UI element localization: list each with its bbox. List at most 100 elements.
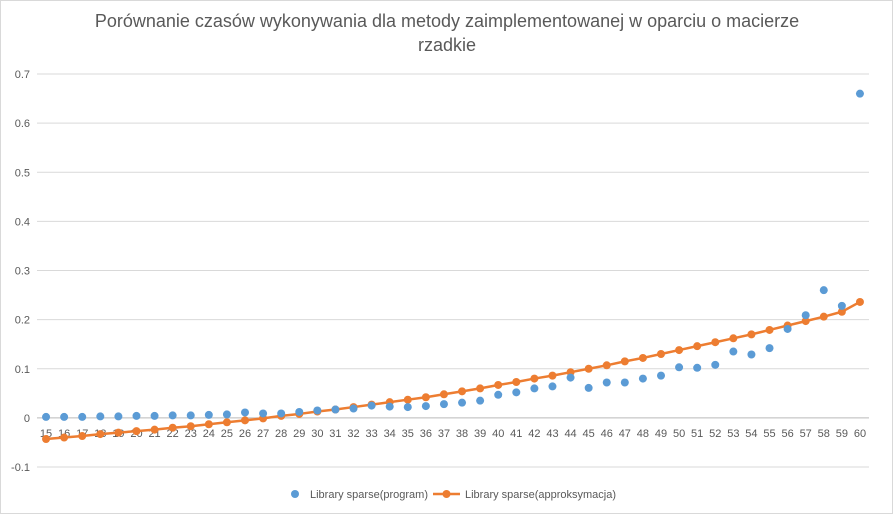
x-tick-label: 41 bbox=[510, 428, 522, 440]
x-tick-label: 47 bbox=[619, 428, 631, 440]
legend-label-program: Library sparse(program) bbox=[310, 489, 428, 501]
legend: Library sparse(program) Library sparse(ap… bbox=[291, 489, 616, 501]
series-layer bbox=[42, 89, 864, 443]
data-point-approximation bbox=[657, 350, 665, 359]
data-point-approximation bbox=[439, 390, 448, 399]
x-tick-label: 48 bbox=[637, 428, 649, 440]
data-point-approximation bbox=[801, 317, 810, 326]
data-point-approximation bbox=[765, 325, 774, 334]
data-point-program bbox=[566, 373, 575, 382]
data-point-program bbox=[693, 363, 702, 372]
x-tick-label: 49 bbox=[655, 428, 667, 440]
y-axis: -0.1 0 0.1 0.2 0.3 0.4 0.5 0.6 0.7 bbox=[11, 69, 30, 474]
data-point-approximation bbox=[476, 384, 485, 393]
data-point-program bbox=[313, 406, 322, 415]
data-point-program bbox=[783, 324, 792, 333]
x-tick-label: 44 bbox=[564, 428, 576, 440]
x-tick-label: 23 bbox=[185, 428, 197, 440]
data-point-approximation bbox=[204, 420, 213, 429]
y-tick-label: 0.1 bbox=[15, 364, 30, 376]
data-point-program bbox=[819, 286, 828, 295]
data-point-program bbox=[367, 401, 376, 410]
data-point-program bbox=[403, 403, 412, 412]
y-tick-label: 0 bbox=[24, 413, 30, 425]
x-tick-label: 36 bbox=[420, 428, 432, 440]
data-point-approximation bbox=[512, 378, 521, 387]
data-point-approximation bbox=[602, 361, 611, 370]
x-tick-label: 34 bbox=[384, 428, 396, 440]
data-point-program bbox=[530, 384, 539, 393]
x-tick-label: 31 bbox=[329, 428, 341, 440]
data-point-program bbox=[657, 371, 665, 380]
x-tick-label: 37 bbox=[438, 428, 450, 440]
data-point-program bbox=[476, 396, 485, 405]
x-tick-label: 56 bbox=[781, 428, 793, 440]
x-tick-label: 38 bbox=[456, 428, 468, 440]
data-point-approximation bbox=[241, 416, 249, 425]
x-tick-label: 24 bbox=[203, 428, 215, 440]
x-tick-label: 29 bbox=[293, 428, 305, 440]
x-tick-label: 32 bbox=[347, 428, 359, 440]
data-point-program bbox=[349, 404, 358, 413]
x-tick-label: 43 bbox=[546, 428, 558, 440]
data-point-program bbox=[96, 412, 105, 421]
x-tick-label: 40 bbox=[492, 428, 504, 440]
y-tick-label: 0.7 bbox=[15, 69, 30, 81]
data-point-program bbox=[729, 347, 738, 356]
data-point-program bbox=[42, 412, 51, 421]
data-point-program bbox=[638, 374, 647, 383]
x-tick-label: 42 bbox=[528, 428, 540, 440]
data-point-approximation bbox=[132, 427, 141, 436]
x-tick-label: 60 bbox=[854, 428, 866, 440]
data-point-approximation bbox=[711, 338, 720, 347]
x-tick-label: 25 bbox=[221, 428, 233, 440]
data-point-approximation bbox=[693, 342, 702, 351]
data-point-approximation bbox=[458, 387, 467, 396]
x-tick-label: 51 bbox=[691, 428, 703, 440]
data-point-program bbox=[259, 409, 268, 418]
data-point-approximation bbox=[42, 434, 51, 443]
data-point-approximation bbox=[114, 428, 123, 437]
data-point-program bbox=[132, 411, 141, 420]
y-tick-label: -0.1 bbox=[11, 462, 30, 474]
data-point-program bbox=[584, 383, 593, 392]
series-line-approximation bbox=[45, 300, 861, 441]
data-point-approximation bbox=[747, 330, 756, 339]
x-tick-label: 55 bbox=[763, 428, 775, 440]
data-point-approximation bbox=[421, 393, 430, 402]
legend-marker-approximation bbox=[442, 490, 451, 498]
data-point-approximation bbox=[855, 297, 864, 306]
x-tick-label: 35 bbox=[402, 428, 414, 440]
y-tick-label: 0.5 bbox=[15, 167, 30, 179]
data-point-program bbox=[204, 410, 213, 419]
data-point-program bbox=[494, 390, 503, 399]
data-point-program bbox=[837, 301, 846, 310]
data-point-program bbox=[801, 311, 810, 320]
data-point-approximation bbox=[494, 380, 503, 389]
x-tick-label: 28 bbox=[275, 428, 287, 440]
data-point-approximation bbox=[96, 430, 105, 439]
legend-label-approximation: Library sparse(approksymacja) bbox=[465, 489, 616, 501]
data-point-approximation bbox=[837, 307, 846, 316]
data-point-approximation bbox=[530, 374, 539, 383]
data-point-program bbox=[78, 412, 87, 421]
x-tick-label: 45 bbox=[583, 428, 595, 440]
data-point-program bbox=[620, 378, 629, 387]
y-tick-label: 0.4 bbox=[15, 216, 30, 228]
x-tick-label: 26 bbox=[239, 428, 251, 440]
data-point-approximation bbox=[186, 422, 195, 431]
data-point-program bbox=[222, 410, 231, 419]
data-point-approximation bbox=[78, 432, 87, 441]
data-point-program bbox=[765, 344, 774, 353]
chart-title-line-1: Porównanie czasów wykonywania dla metody… bbox=[95, 11, 799, 31]
chart-title: Porównanie czasów wykonywania dla metody… bbox=[95, 11, 799, 55]
data-point-program bbox=[114, 412, 123, 421]
data-point-program bbox=[711, 360, 720, 369]
x-tick-label: 27 bbox=[257, 428, 269, 440]
data-point-approximation bbox=[620, 357, 629, 366]
legend-marker-program bbox=[291, 490, 299, 498]
data-point-approximation bbox=[222, 418, 231, 427]
data-point-program bbox=[512, 388, 521, 397]
x-tick-label: 54 bbox=[745, 428, 757, 440]
